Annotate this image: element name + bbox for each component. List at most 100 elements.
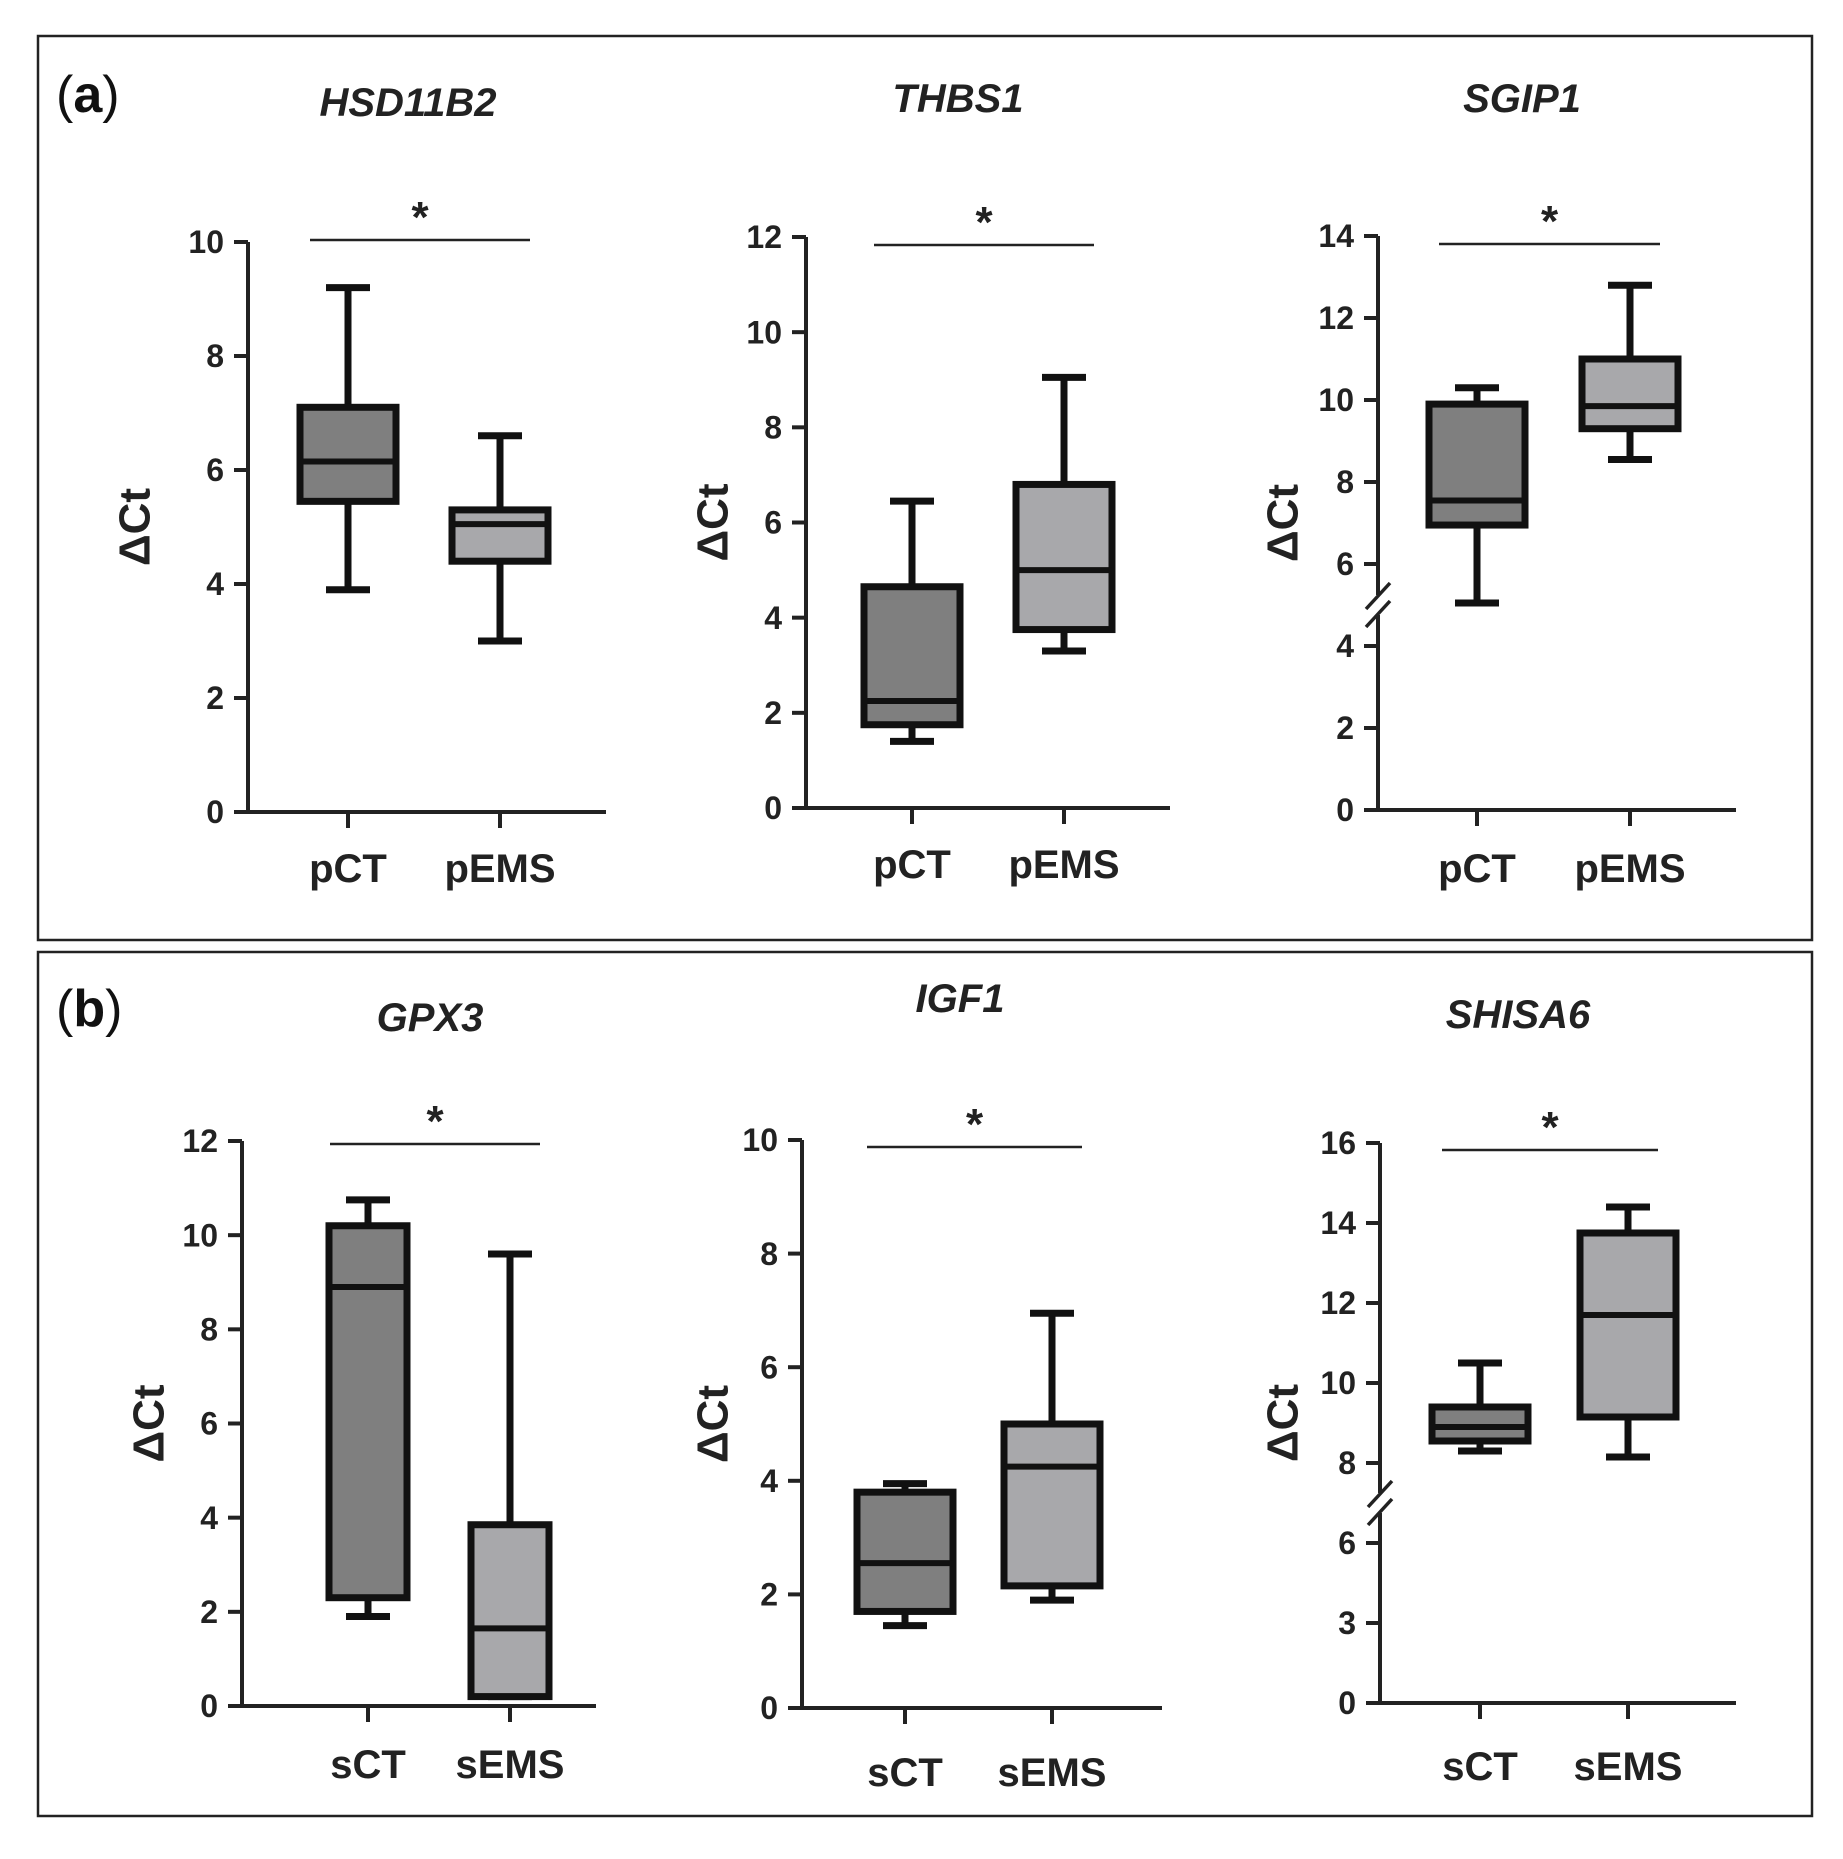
y-tick-label: 4 (760, 1463, 778, 1499)
box-sCT: sCT (1428, 1359, 1532, 1789)
chart-4: IGF1 ΔCt 0 2 4 6 8 10 sCT sEMS * (688, 977, 1162, 1795)
x-category-label: sCT (867, 1751, 943, 1795)
iqr-box (1425, 400, 1529, 529)
panel-b-label: (b) (56, 980, 122, 1038)
significance-star: * (1541, 1103, 1559, 1152)
x-category-label: pEMS (1574, 847, 1685, 891)
y-tick-label: 8 (764, 410, 782, 446)
y-tick-label: 0 (206, 794, 224, 830)
y-tick-label: 8 (760, 1236, 778, 1272)
box-pEMS: pEMS (1008, 373, 1120, 887)
iqr-box (325, 1222, 411, 1602)
iqr-box (1578, 355, 1682, 433)
y-tick-label: 10 (746, 314, 782, 350)
x-category-label: pEMS (444, 847, 555, 891)
y-tick-label: 2 (760, 1577, 778, 1613)
y-tick-label: 12 (1320, 1285, 1356, 1321)
x-category-label: pCT (309, 847, 387, 891)
y-tick-label: 0 (764, 790, 782, 826)
box-pEMS: pEMS (1574, 281, 1686, 891)
x-category-label: sCT (1442, 1745, 1518, 1789)
chart-3: GPX3 ΔCt 0 2 4 6 8 10 12 sCT sEMS * (124, 996, 596, 1787)
iqr-box (1576, 1229, 1680, 1421)
y-tick-label: 8 (200, 1312, 218, 1348)
y-tick-label: 16 (1320, 1125, 1356, 1161)
y-tick-label: 2 (1336, 710, 1354, 746)
iqr-box (448, 506, 552, 565)
box-pCT: pCT (1425, 384, 1529, 891)
chart-1: THBS1 ΔCt 0 2 4 6 8 10 12 pCT pEMS * (688, 77, 1170, 887)
y-tick-label: 6 (1336, 546, 1354, 582)
x-category-label: pCT (873, 843, 951, 887)
y-tick-label: 4 (200, 1500, 218, 1536)
chart-0: HSD11B2 ΔCt 0 2 4 6 8 10 pCT pEMS * (110, 81, 606, 891)
box-sEMS: sEMS (998, 1309, 1107, 1795)
y-tick-label: 2 (200, 1594, 218, 1630)
x-category-label: pEMS (1008, 843, 1119, 887)
x-category-label: sCT (330, 1743, 406, 1787)
y-tick-label: 0 (200, 1688, 218, 1724)
y-tick-label: 6 (760, 1349, 778, 1385)
y-tick-label: 14 (1320, 1205, 1356, 1241)
box-pEMS: pEMS (444, 432, 556, 891)
y-axis-label: ΔCt (1258, 484, 1307, 562)
axis-break-mark (1364, 581, 1392, 611)
y-axis-label: ΔCt (110, 488, 159, 566)
y-tick-label: 3 (1338, 1605, 1356, 1641)
y-axis-label: ΔCt (688, 1385, 737, 1463)
panel-b-frame (36, 950, 1814, 1818)
box-sEMS: sEMS (1574, 1203, 1683, 1789)
y-axis-label: ΔCt (124, 1384, 173, 1462)
y-axis-label: ΔCt (688, 483, 737, 561)
y-tick-label: 4 (1336, 628, 1354, 664)
panel-a-label: (a) (56, 66, 120, 124)
y-tick-label: 4 (206, 566, 224, 602)
significance-star: * (411, 193, 429, 242)
iqr-box (853, 1488, 957, 1615)
y-tick-label: 8 (206, 338, 224, 374)
y-tick-label: 6 (764, 505, 782, 541)
iqr-box (1000, 1420, 1104, 1590)
significance-star: * (975, 198, 993, 247)
y-tick-label: 12 (1318, 300, 1354, 336)
panel-a-frame (36, 34, 1814, 942)
y-tick-label: 10 (742, 1122, 778, 1158)
chart-title: SGIP1 (1463, 77, 1581, 121)
box-pCT: pCT (296, 284, 400, 891)
y-tick-label: 2 (764, 695, 782, 731)
chart-2: SGIP1 ΔCt 0 2 4 6 8 10 12 14 pCT pEMS * (1258, 77, 1736, 891)
axis-break-mark (1364, 599, 1392, 629)
chart-title: THBS1 (892, 77, 1023, 121)
y-tick-label: 4 (764, 600, 782, 636)
y-tick-label: 8 (1338, 1445, 1356, 1481)
y-tick-label: 10 (1320, 1365, 1356, 1401)
y-tick-label: 6 (206, 452, 224, 488)
y-tick-label: 2 (206, 680, 224, 716)
iqr-box (860, 583, 964, 729)
chart-title: IGF1 (916, 977, 1005, 1021)
significance-star: * (1541, 197, 1559, 246)
iqr-box (1012, 480, 1116, 634)
chart-title: SHISA6 (1446, 993, 1591, 1037)
chart-title: HSD11B2 (319, 81, 496, 125)
box-sCT: sCT (853, 1480, 957, 1795)
x-category-label: sEMS (998, 1751, 1107, 1795)
y-tick-label: 0 (1338, 1685, 1356, 1721)
y-tick-label: 8 (1336, 464, 1354, 500)
y-tick-label: 10 (1318, 382, 1354, 418)
y-tick-label: 10 (182, 1217, 218, 1253)
box-sCT: sCT (325, 1196, 411, 1787)
y-tick-label: 6 (1338, 1525, 1356, 1561)
chart-title: GPX3 (377, 996, 484, 1040)
x-category-label: sEMS (1574, 1745, 1683, 1789)
y-tick-label: 12 (746, 219, 782, 255)
axis-break-mark (1366, 1497, 1394, 1527)
chart-5: SHISA6 ΔCt 0 3 6 8 10 12 14 16 sCT sEMS * (1258, 993, 1736, 1789)
iqr-box (467, 1521, 553, 1701)
y-tick-label: 0 (760, 1690, 778, 1726)
x-category-label: sEMS (456, 1743, 565, 1787)
box-pCT: pCT (860, 497, 964, 887)
significance-star: * (426, 1097, 444, 1146)
y-tick-label: 10 (188, 224, 224, 260)
